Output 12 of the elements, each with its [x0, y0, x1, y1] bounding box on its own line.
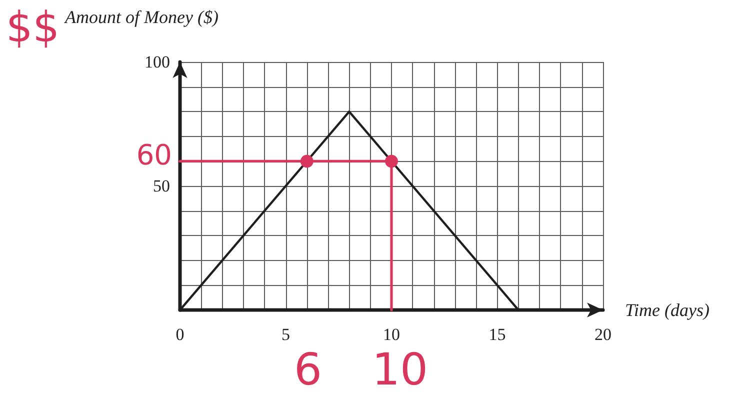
x-tick-label: 15 — [488, 325, 506, 344]
x-tick-label: 0 — [176, 325, 184, 344]
text: $$ — [6, 2, 60, 52]
x-axis-title: Time (days) — [625, 300, 710, 320]
x-tick-label: 20 — [594, 325, 612, 344]
x-tick-label: 10 — [383, 325, 400, 344]
y-tick-label: 50 — [153, 176, 170, 196]
y-tick-label: 100 — [144, 52, 170, 72]
x-tick-label: 5 — [282, 325, 290, 344]
text: 6 — [294, 344, 322, 396]
y-axis-title: Amount of Money ($) — [64, 7, 218, 27]
text: 60 — [136, 138, 172, 172]
